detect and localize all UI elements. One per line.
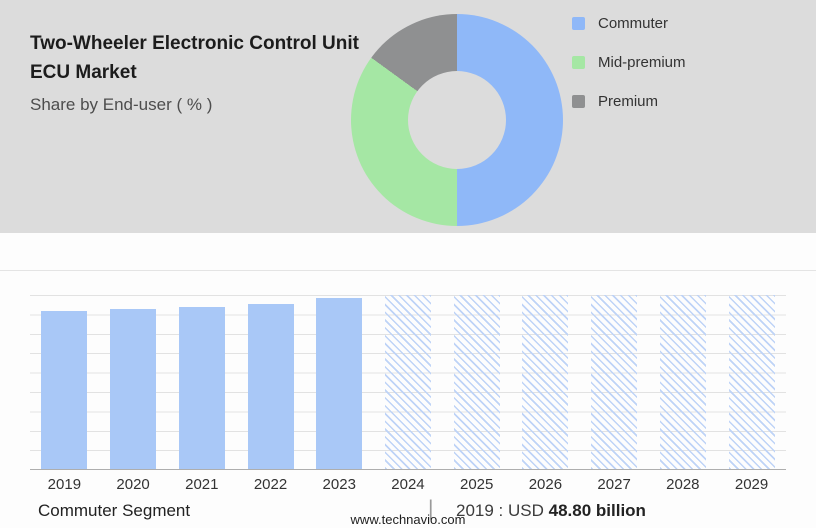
section-divider (0, 270, 816, 271)
bar-2019 (41, 310, 88, 469)
legend-label: Mid-premium (598, 54, 686, 71)
bar-2028 (659, 295, 706, 469)
x-label-2027: 2027 (597, 476, 631, 493)
bar-2025 (453, 295, 500, 469)
page-subtitle: Share by End-user ( % ) (30, 95, 213, 114)
bar-2021 (178, 307, 225, 469)
bar-2020 (110, 308, 157, 469)
value-prefix: 2019 : USD (456, 501, 544, 520)
bars (30, 295, 786, 469)
footer-separator: | (428, 497, 434, 520)
premium-swatch-icon (572, 95, 585, 108)
legend-item-commuter: Commuter (572, 15, 686, 32)
x-label-2028: 2028 (666, 476, 700, 493)
commuter-swatch-icon (572, 17, 585, 30)
x-label-2020: 2020 (116, 476, 150, 493)
bar-chart-plot-area (30, 295, 786, 470)
page-title: Two-Wheeler Electronic Control Unit ECU … (30, 33, 359, 83)
footer-value: 2019 : USD 48.80 billion (456, 501, 646, 521)
x-label-2025: 2025 (459, 476, 494, 493)
website-link[interactable]: www.technavio.com (350, 512, 466, 527)
legend-item-premium: Premium (572, 93, 686, 110)
bar-2029 (728, 295, 775, 469)
bar-2026 (522, 295, 569, 469)
x-labels: 2019 2020 2021 2022 2023 2024 2025 2026 2027 2028… (30, 476, 786, 493)
bar-2023 (316, 298, 363, 469)
legend-item-mid-premium: Mid-premium (572, 54, 686, 71)
mid-premium-swatch-icon (572, 56, 585, 69)
x-label-2019: 2019 (47, 476, 82, 493)
x-label-2029: 2029 (734, 476, 769, 493)
bar-2024 (384, 295, 431, 469)
legend: Commuter Mid-premium Premium (572, 15, 686, 133)
x-label-2022: 2022 (253, 476, 288, 493)
bar-2027 (591, 295, 638, 469)
x-label-2021: 2021 (185, 476, 219, 493)
bar-2022 (247, 303, 294, 469)
title-block: Two-Wheeler Electronic Control Unit ECU … (30, 30, 370, 117)
x-label-2026: 2026 (528, 476, 563, 493)
x-label-2023: 2023 (322, 476, 356, 493)
legend-label: Premium (598, 93, 659, 110)
value-amount: 48.80 billion (548, 501, 646, 520)
donut-chart (351, 14, 563, 226)
x-label-2024: 2024 (391, 476, 425, 493)
segment-label: Commuter Segment (38, 501, 191, 520)
legend-label: Commuter (598, 15, 669, 32)
header-section: Two-Wheeler Electronic Control Unit ECU … (0, 0, 816, 233)
